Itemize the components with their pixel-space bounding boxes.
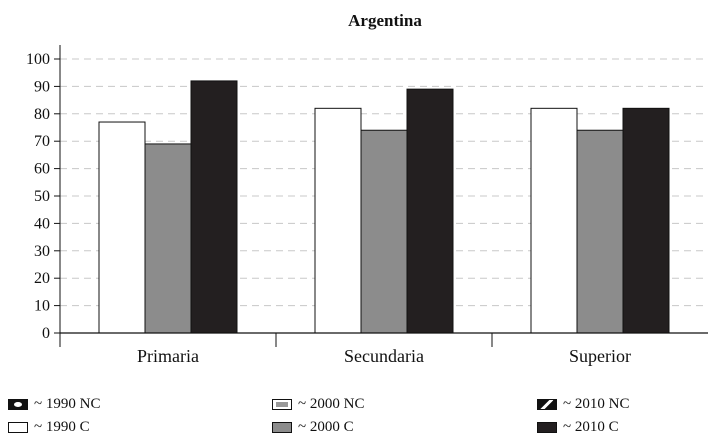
y-tick-label: 20 — [34, 270, 50, 287]
legend-item-2000-c: ~ 2000 C — [272, 419, 354, 436]
x-tick-label: Primaria — [137, 346, 199, 366]
bar — [314, 107, 362, 334]
bar — [144, 143, 192, 334]
x-axis: Primaria Secundaria Superior — [60, 332, 708, 366]
y-tick-label: 40 — [34, 215, 50, 232]
y-tick-label: 10 — [34, 298, 50, 315]
legend-label-2010-nc: ~ 2010 NC — [563, 396, 630, 412]
legend-item-1990-nc: ~ 1990 NC — [8, 396, 100, 413]
y-tick-label: 60 — [34, 161, 50, 178]
x-tick-label: Secundaria — [344, 346, 424, 366]
legend-label-2010-c: ~ 2010 C — [563, 419, 619, 435]
bar — [360, 129, 408, 334]
chart-title: Argentina — [348, 11, 422, 30]
legend: ~ 1990 NC ~ 2000 NC ~ 2010 NC ~ 1990 C ~… — [0, 388, 711, 438]
bar-chart: Argentina 0 10 20 30 40 50 60 70 80 90 100 Primari… — [26, 11, 708, 366]
y-tick-label: 50 — [34, 188, 50, 205]
bar — [406, 88, 454, 334]
y-tick-label: 0 — [42, 325, 50, 342]
legend-item-2010-c: ~ 2010 C — [537, 419, 619, 436]
x-tick-label: Superior — [569, 346, 631, 366]
legend-swatch-2000-c — [272, 422, 292, 433]
legend-label-2000-c: ~ 2000 C — [298, 419, 354, 435]
bars — [98, 80, 670, 334]
legend-item-2000-nc: ~ 2000 NC — [272, 396, 364, 413]
legend-label-1990-nc: ~ 1990 NC — [34, 396, 101, 412]
bar — [576, 129, 624, 334]
legend-swatch-2010-c — [537, 422, 557, 433]
legend-swatch-2010-nc — [537, 399, 557, 410]
legend-swatch-1990-c — [8, 422, 28, 433]
legend-label-2000-nc: ~ 2000 NC — [298, 396, 365, 412]
y-axis: 0 10 20 30 40 50 60 70 80 90 100 — [26, 45, 61, 347]
y-tick-label: 100 — [26, 51, 50, 68]
y-tick-label: 90 — [34, 78, 50, 95]
legend-swatch-2000-nc — [272, 399, 292, 410]
legend-label-1990-c: ~ 1990 C — [34, 419, 90, 435]
bar — [622, 107, 670, 334]
y-tick-label: 30 — [34, 243, 50, 260]
legend-item-2010-nc: ~ 2010 NC — [537, 396, 629, 413]
legend-item-1990-c: ~ 1990 C — [8, 419, 90, 436]
legend-swatch-1990-nc — [8, 399, 28, 410]
bar — [530, 107, 578, 334]
bar — [190, 80, 238, 334]
y-tick-label: 80 — [34, 106, 50, 123]
y-tick-label: 70 — [34, 133, 50, 150]
bar — [98, 121, 146, 334]
